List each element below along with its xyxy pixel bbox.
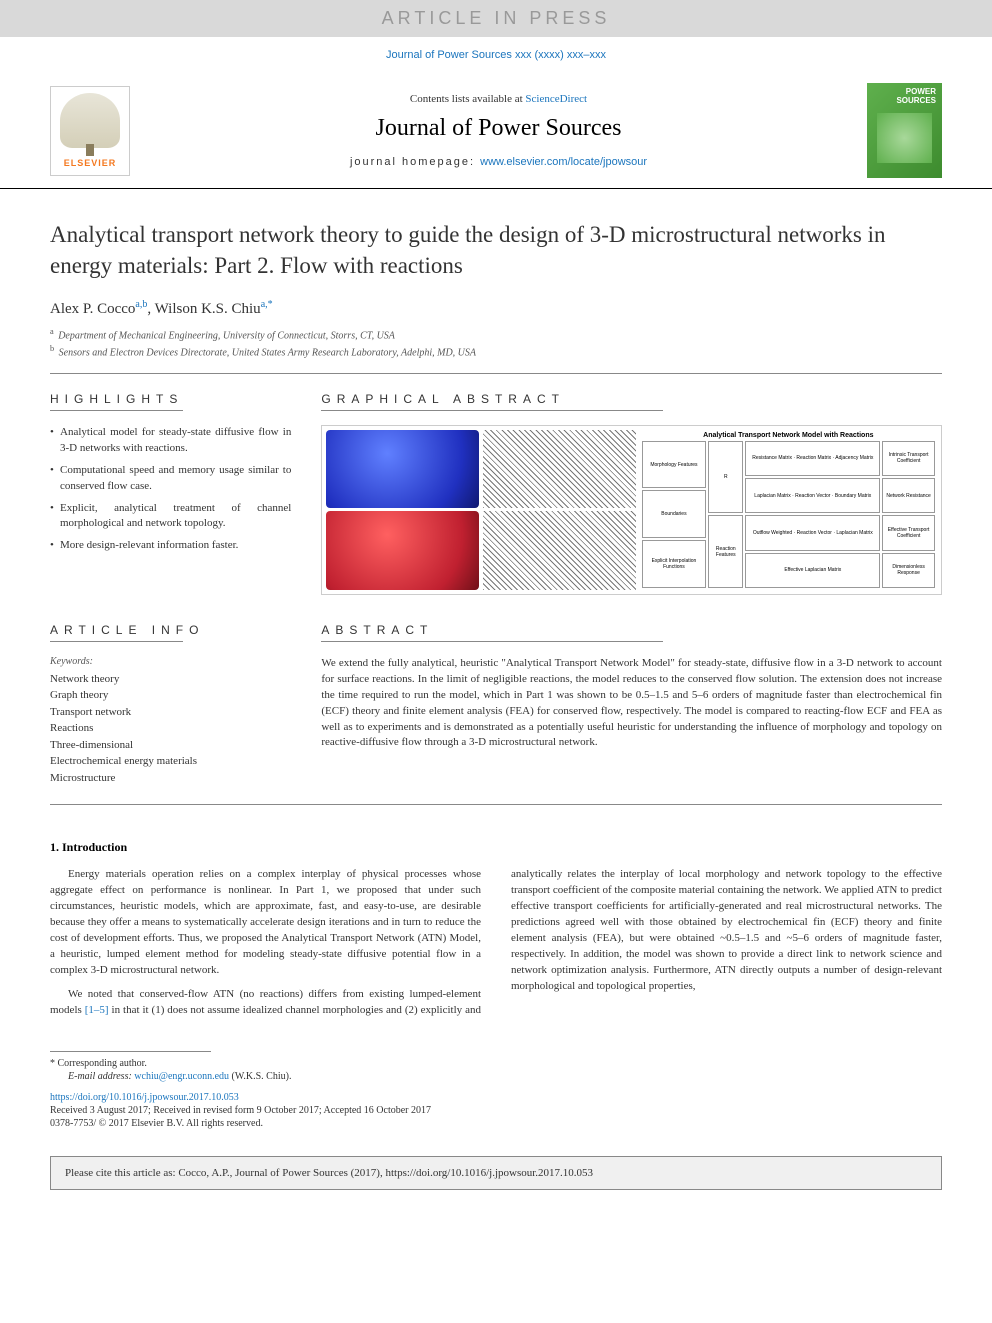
ga-box: Reaction Features xyxy=(708,515,743,588)
keyword: Microstructure xyxy=(50,770,291,787)
email-line: E-mail address: wchiu@engr.uconn.edu (W.… xyxy=(50,1071,942,1082)
ga-wire-panel xyxy=(483,430,636,590)
homepage-line: journal homepage: www.elsevier.com/locat… xyxy=(130,156,867,168)
keyword: Graph theory xyxy=(50,687,291,704)
corresponding-author: * Corresponding author. xyxy=(50,1058,942,1069)
info-abstract-row: ARTICLE INFO Keywords: Network theory Gr… xyxy=(50,623,942,787)
ga-red-cube-icon xyxy=(326,511,479,590)
ga-wireframe-1-icon xyxy=(483,430,636,509)
homepage-link[interactable]: www.elsevier.com/locate/jpowsour xyxy=(480,156,647,168)
email-link[interactable]: wchiu@engr.uconn.edu xyxy=(134,1071,229,1082)
highlights-divider xyxy=(50,410,183,411)
intro-p1: Energy materials operation relies on a c… xyxy=(50,867,481,979)
article-in-press-banner: ARTICLE IN PRESS xyxy=(0,0,992,37)
email-suffix: (W.K.S. Chiu). xyxy=(229,1071,291,1082)
introduction-section: 1. Introduction Energy materials operati… xyxy=(50,840,942,1018)
doi-link[interactable]: https://doi.org/10.1016/j.jpowsour.2017.… xyxy=(50,1092,239,1103)
highlights-graphical-row: HIGHLIGHTS Analytical model for steady-s… xyxy=(50,392,942,595)
journal-header: ELSEVIER Contents lists available at Sci… xyxy=(0,73,992,189)
affiliations: a Department of Mechanical Engineering, … xyxy=(50,326,942,361)
author-2-aff-marks[interactable]: a,* xyxy=(261,299,273,310)
ga-diagram-row: Morphology Features Boundaries Explicit … xyxy=(642,441,935,588)
ga-diagram: Analytical Transport Network Model with … xyxy=(640,430,937,590)
abstract-heading: ABSTRACT xyxy=(321,623,942,637)
elsevier-tree-icon xyxy=(60,93,120,148)
keyword: Network theory xyxy=(50,671,291,688)
intro-p2a: We noted that conserved-flow ATN (no rea… xyxy=(68,988,369,1000)
ga-box: Boundaries xyxy=(642,490,707,538)
received-dates: Received 3 August 2017; Received in revi… xyxy=(50,1105,942,1116)
divider-2 xyxy=(50,804,942,805)
highlight-item: More design-relevant information faster. xyxy=(50,538,291,554)
highlight-item: Computational speed and memory usage sim… xyxy=(50,463,291,495)
keywords-list: Network theory Graph theory Transport ne… xyxy=(50,671,291,787)
ga-cube-panel xyxy=(326,430,479,590)
email-label: E-mail address: xyxy=(68,1071,134,1082)
article-info-column: ARTICLE INFO Keywords: Network theory Gr… xyxy=(50,623,291,787)
introduction-heading: 1. Introduction xyxy=(50,840,942,855)
ga-box: Resistance Matrix · Reaction Matrix · Ad… xyxy=(745,441,880,476)
sciencedirect-link[interactable]: ScienceDirect xyxy=(525,93,587,105)
graphical-abstract-column: GRAPHICAL ABSTRACT Analytical Transport … xyxy=(321,392,942,595)
contents-line: Contents lists available at ScienceDirec… xyxy=(130,93,867,105)
graphical-abstract-figure: Analytical Transport Network Model with … xyxy=(321,425,942,595)
abstract-column: ABSTRACT We extend the fully analytical,… xyxy=(321,623,942,787)
author-2-name: Wilson K.S. Chiu xyxy=(155,301,261,317)
affiliation-a: a Department of Mechanical Engineering, … xyxy=(50,326,942,343)
ga-box: Effective Transport Coefficient xyxy=(882,515,935,550)
ga-box: Network Resistance xyxy=(882,478,935,513)
keyword: Reactions xyxy=(50,720,291,737)
highlight-item: Analytical model for steady-state diffus… xyxy=(50,425,291,457)
highlights-column: HIGHLIGHTS Analytical model for steady-s… xyxy=(50,392,291,595)
journal-name: Journal of Power Sources xyxy=(130,115,867,142)
author-1-name: Alex P. Cocco xyxy=(50,301,135,317)
ga-box: Intrinsic Transport Coefficient xyxy=(882,441,935,476)
highlight-item: Explicit, analytical treatment of channe… xyxy=(50,501,291,533)
highlights-heading: HIGHLIGHTS xyxy=(50,392,291,406)
ref-link-1-5[interactable]: [1–5] xyxy=(85,1004,109,1016)
article-title: Analytical transport network theory to g… xyxy=(50,219,942,281)
ga-blue-cube-icon xyxy=(326,430,479,509)
keyword: Transport network xyxy=(50,704,291,721)
ga-box: Explicit Interpolation Functions xyxy=(642,540,707,588)
contents-prefix: Contents lists available at xyxy=(410,93,525,105)
article-info-divider xyxy=(50,641,183,642)
homepage-prefix: journal homepage: xyxy=(350,156,480,168)
header-center: Contents lists available at ScienceDirec… xyxy=(130,93,867,168)
author-1-aff-marks[interactable]: a,b xyxy=(135,299,147,310)
graphical-abstract-heading: GRAPHICAL ABSTRACT xyxy=(321,392,942,406)
ga-box: Outflow Weighted · Reaction Vector · Lap… xyxy=(745,515,880,550)
content-wrapper: Analytical transport network theory to g… xyxy=(0,189,992,1039)
journal-reference-top: Journal of Power Sources xxx (xxxx) xxx–… xyxy=(0,37,992,73)
journal-cover-thumb[interactable]: POWER SOURCES xyxy=(867,83,942,178)
graphical-abstract-divider xyxy=(321,410,662,411)
keyword: Electrochemical energy materials xyxy=(50,753,291,770)
footer-divider xyxy=(50,1051,211,1052)
highlights-list: Analytical model for steady-state diffus… xyxy=(50,425,291,555)
ga-box: Laplacian Matrix · Reaction Vector · Bou… xyxy=(745,478,880,513)
affiliation-b: b Sensors and Electron Devices Directora… xyxy=(50,343,942,360)
cover-image-icon xyxy=(877,113,932,163)
elsevier-logo[interactable]: ELSEVIER xyxy=(50,86,130,176)
keyword: Three-dimensional xyxy=(50,737,291,754)
ga-box: Morphology Features xyxy=(642,441,707,489)
ga-box: Effective Laplacian Matrix xyxy=(745,553,880,588)
footer-section: * Corresponding author. E-mail address: … xyxy=(0,1039,992,1141)
cite-this-article-box: Please cite this article as: Cocco, A.P.… xyxy=(50,1156,942,1190)
article-info-heading: ARTICLE INFO xyxy=(50,623,291,637)
abstract-divider xyxy=(321,641,662,642)
abstract-text: We extend the fully analytical, heuristi… xyxy=(321,656,942,752)
keywords-label: Keywords: xyxy=(50,656,291,667)
ga-box: R xyxy=(708,441,743,514)
copyright: 0378-7753/ © 2017 Elsevier B.V. All righ… xyxy=(50,1118,942,1129)
elsevier-label: ELSEVIER xyxy=(64,158,117,168)
ga-box: Dimensionless Response xyxy=(882,553,935,588)
authors-line: Alex P. Coccoa,b, Wilson K.S. Chiua,* xyxy=(50,299,942,318)
divider-1 xyxy=(50,373,942,374)
ga-diagram-title: Analytical Transport Network Model with … xyxy=(642,432,935,439)
ga-wireframe-2-icon xyxy=(483,511,636,590)
cover-title: POWER SOURCES xyxy=(871,87,938,105)
introduction-body: Energy materials operation relies on a c… xyxy=(50,867,942,1018)
